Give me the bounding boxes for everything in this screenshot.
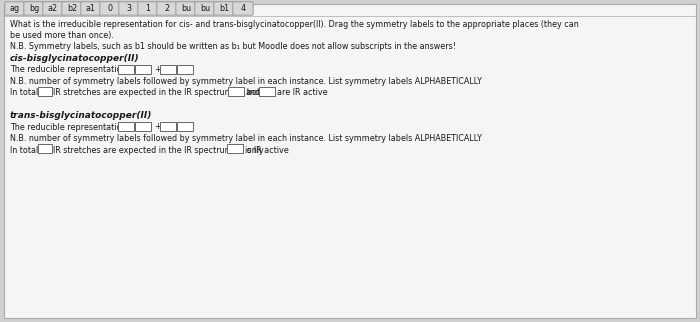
Text: cis-bisglycinatocopper(II): cis-bisglycinatocopper(II) (10, 53, 139, 62)
Text: ag: ag (10, 4, 20, 13)
Text: IR stretches are expected in the IR spectrum as both: IR stretches are expected in the IR spec… (53, 88, 265, 97)
Text: The reducible representation is: The reducible representation is (10, 65, 135, 74)
Bar (38, 144, 52, 153)
FancyBboxPatch shape (157, 2, 177, 15)
Text: bu: bu (200, 4, 210, 13)
Bar (177, 122, 193, 131)
Bar (160, 122, 176, 131)
Text: In total,: In total, (10, 88, 41, 97)
FancyBboxPatch shape (195, 2, 215, 15)
Text: IR stretches are expected in the IR spectrum as only: IR stretches are expected in the IR spec… (53, 146, 264, 155)
Text: N.B. number of symmetry labels followed by symmetry label in each instance. List: N.B. number of symmetry labels followed … (10, 77, 482, 86)
FancyBboxPatch shape (233, 2, 253, 15)
Text: bg: bg (29, 4, 39, 13)
FancyBboxPatch shape (62, 2, 82, 15)
Bar (118, 64, 134, 73)
Bar (135, 122, 151, 131)
FancyBboxPatch shape (100, 2, 120, 15)
Text: N.B. Symmetry labels, such as b1 should be written as b₁ but Moodle does not all: N.B. Symmetry labels, such as b1 should … (10, 42, 456, 51)
FancyBboxPatch shape (43, 2, 63, 15)
Text: b2: b2 (67, 4, 77, 13)
FancyBboxPatch shape (24, 2, 44, 15)
Bar (160, 64, 176, 73)
Text: 3: 3 (127, 4, 132, 13)
Bar (38, 87, 52, 96)
Text: a2: a2 (48, 4, 58, 13)
Bar (118, 122, 134, 131)
Bar (135, 64, 151, 73)
FancyBboxPatch shape (119, 2, 139, 15)
FancyBboxPatch shape (138, 2, 158, 15)
FancyBboxPatch shape (214, 2, 235, 15)
Bar (228, 87, 244, 96)
Text: and: and (246, 88, 261, 97)
Text: trans-bisglycinatocopper(II): trans-bisglycinatocopper(II) (10, 111, 153, 120)
Text: 0: 0 (108, 4, 113, 13)
FancyBboxPatch shape (176, 2, 196, 15)
Text: N.B. number of symmetry labels followed by symmetry label in each instance. List: N.B. number of symmetry labels followed … (10, 134, 482, 143)
Bar (259, 87, 275, 96)
Bar (177, 64, 193, 73)
Text: In total,: In total, (10, 146, 41, 155)
Text: What is the irreducible representation for cis- and trans-bisglycinatocopper(II): What is the irreducible representation f… (10, 20, 579, 29)
Text: be used more than once).: be used more than once). (10, 31, 114, 40)
Text: are IR active: are IR active (277, 88, 328, 97)
Text: +: + (154, 122, 160, 131)
Text: +: + (154, 64, 160, 73)
Text: 1: 1 (146, 4, 150, 13)
Text: The reducible representation is: The reducible representation is (10, 122, 135, 131)
Text: a1: a1 (86, 4, 96, 13)
Bar (227, 144, 243, 153)
Text: bu: bu (181, 4, 191, 13)
Text: 4: 4 (241, 4, 246, 13)
FancyBboxPatch shape (80, 2, 101, 15)
Text: 2: 2 (164, 4, 169, 13)
Text: b1: b1 (219, 4, 229, 13)
Text: is IR active: is IR active (245, 146, 288, 155)
FancyBboxPatch shape (5, 2, 25, 15)
